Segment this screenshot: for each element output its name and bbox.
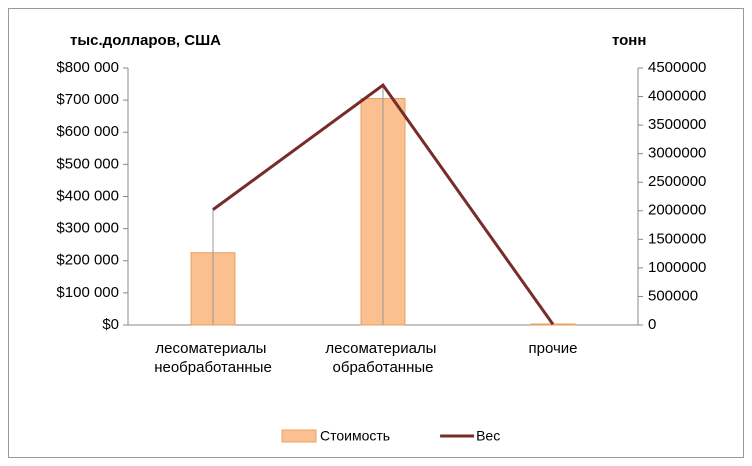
x-tick-label: прочие (528, 340, 577, 357)
y-tick-label: $700 000 (56, 91, 119, 108)
y2-tick-label: 2000000 (648, 202, 706, 219)
legend-swatch (281, 429, 317, 443)
line (212, 83, 555, 326)
y2-tick-label: 2500000 (648, 173, 706, 190)
y-tick-label: $800 000 (56, 59, 119, 76)
y-tick-label: $200 000 (56, 252, 119, 269)
legend-label: Стоимость (320, 428, 390, 444)
y2-tick-label: 0 (648, 316, 656, 333)
y2-tick-label: 3500000 (648, 116, 706, 133)
x-tick-label: лесоматериалы обработанные (325, 340, 440, 376)
y-tick-label: $600 000 (56, 123, 119, 140)
x-tick-label: лесоматериалы необработанные (154, 340, 272, 376)
y-tick-label: $0 (102, 316, 119, 333)
y2-axis-title: тонн (612, 32, 646, 49)
y-tick-label: $300 000 (56, 220, 119, 237)
y2-tick-label: 4500000 (648, 59, 706, 76)
y-tick-label: $100 000 (56, 284, 119, 301)
y2-tick-label: 1000000 (648, 259, 706, 276)
y-axis-title: тыс.долларов, США (70, 32, 221, 49)
y-tick-label: $400 000 (56, 187, 119, 204)
y2-tick-label: 3000000 (648, 145, 706, 162)
y2-tick-label: 1500000 (648, 230, 706, 247)
y2-tick-label: 500000 (648, 287, 698, 304)
y2-tick-label: 4000000 (648, 88, 706, 105)
legend-label: Вес (476, 428, 500, 444)
y-tick-label: $500 000 (56, 155, 119, 172)
